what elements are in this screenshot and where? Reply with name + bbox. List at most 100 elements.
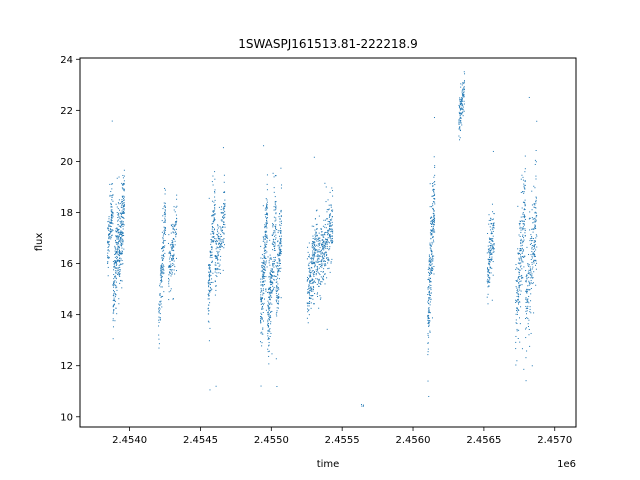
data-point [116,313,118,315]
data-point [320,231,322,233]
data-point [459,108,461,110]
data-point [517,299,519,301]
data-point [463,91,465,93]
data-point [279,241,281,243]
data-point [464,89,466,91]
data-point [270,287,272,288]
data-point [214,189,216,191]
data-point [121,250,123,252]
data-point [112,320,114,322]
data-point [271,292,273,294]
data-point [528,269,530,271]
data-point [214,207,216,209]
data-point [266,240,268,242]
data-point [218,242,220,244]
data-point [428,291,430,293]
data-point [271,291,273,293]
data-point [210,252,212,254]
data-point [492,247,494,249]
data-point [164,215,166,217]
data-point [518,273,520,275]
data-point [516,307,518,309]
data-point [113,266,115,268]
data-point [311,295,313,297]
data-point [330,262,332,264]
data-point [526,278,528,280]
data-point [427,354,429,356]
data-point [325,219,327,221]
data-point [328,242,330,244]
data-point [432,220,434,222]
data-point [164,228,166,230]
data-point [223,191,225,193]
data-point [526,317,528,319]
data-point [461,84,463,86]
data-point [428,298,430,300]
data-point [265,276,267,278]
data-point [520,178,522,180]
data-point [264,284,266,286]
data-point [168,266,170,268]
data-point [310,289,312,291]
data-point [326,231,328,233]
data-point [265,198,267,200]
data-point [363,404,365,406]
data-point [114,265,116,267]
data-point [171,249,173,251]
data-point [490,251,492,253]
data-point [321,259,323,261]
data-point [264,276,265,278]
data-point [432,227,434,229]
data-point [432,229,434,231]
data-point [161,286,163,288]
data-point [169,244,171,246]
data-point [526,299,528,301]
data-point [222,212,224,214]
data-point [273,263,275,265]
data-point [520,248,522,250]
data-point [326,255,328,257]
data-point [268,329,270,331]
data-point [432,189,434,191]
data-point [123,205,125,207]
data-point [526,350,528,352]
data-point [314,229,316,231]
data-point [331,258,333,260]
data-point [160,265,162,267]
data-point [207,298,209,300]
data-point [215,243,217,245]
data-point [212,226,214,228]
data-point [533,256,535,258]
data-point [311,245,313,247]
data-point [118,260,120,262]
data-point [163,254,165,256]
data-point [320,249,322,251]
data-point [428,259,430,261]
data-point [529,243,531,245]
data-point [267,321,269,323]
data-point [361,404,363,406]
data-point [162,267,164,269]
data-point [115,277,117,279]
data-point [111,195,113,197]
data-point [462,111,464,113]
data-point [535,161,537,163]
data-point [267,325,269,327]
data-point [280,167,282,169]
data-point [121,212,123,214]
data-point [521,244,523,246]
data-point [272,226,274,228]
data-point [108,245,110,247]
data-point [275,200,277,202]
data-point [159,300,161,302]
data-point [463,71,465,73]
data-point [122,239,124,241]
data-point [224,226,226,228]
data-point [517,277,519,279]
data-point [312,255,314,257]
data-point [110,219,112,221]
data-point [309,282,311,284]
data-point [281,184,283,186]
data-point [329,213,331,215]
data-point [162,273,164,275]
